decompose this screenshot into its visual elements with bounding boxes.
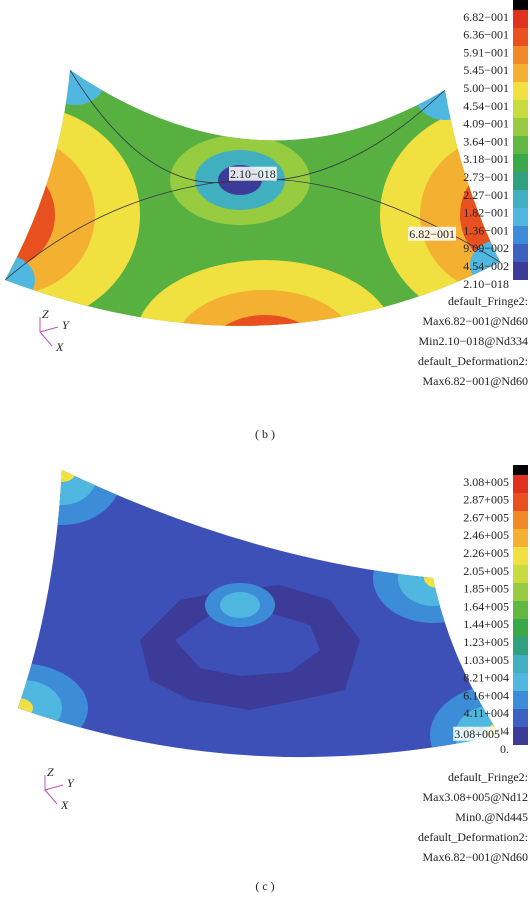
result-info: Max6.82−001@Nd60 — [423, 314, 528, 328]
legend-swatch — [513, 565, 528, 583]
legend-label: 2.87+005 — [463, 493, 509, 507]
legend-swatch — [513, 465, 528, 475]
annotation-box — [453, 726, 501, 741]
legend-label: 2.67+005 — [463, 510, 509, 524]
legend-swatch — [513, 190, 528, 208]
legend-label: 2.26+005 — [463, 546, 509, 560]
node-annotation: 2.10−018 — [230, 167, 276, 181]
legend-swatch — [513, 100, 528, 118]
legend-label: 2.05+005 — [463, 564, 509, 578]
legend-swatch — [513, 46, 528, 64]
result-info: default_Fringe2: — [448, 294, 528, 308]
legend-swatch — [513, 172, 528, 190]
legend-label: 1.23+005 — [463, 635, 509, 649]
legend-swatch — [513, 511, 528, 529]
legend-label: 1.36−001 — [463, 223, 509, 237]
legend-swatch — [513, 226, 528, 244]
legend-label: 3.64−001 — [463, 134, 509, 148]
axis-triad — [44, 775, 64, 805]
legend-label: 0. — [500, 742, 509, 756]
contour-surface-c — [18, 470, 500, 758]
annotation-box — [229, 166, 277, 181]
legend-label: 9.09−002 — [463, 241, 509, 255]
legend-swatch — [513, 28, 528, 46]
result-info: Max3.08+005@Nd12 — [423, 790, 528, 804]
axis-label: X — [55, 340, 64, 354]
legend-label: 1.44+005 — [463, 617, 509, 631]
legend-label: 1.03+005 — [463, 653, 509, 667]
node-annotation: 6.82−001 — [409, 227, 455, 241]
legend-swatch — [513, 655, 528, 673]
legend-label: 6.16+004 — [463, 688, 509, 702]
legend-swatch — [513, 691, 528, 709]
axis-triad — [39, 317, 59, 347]
legend-label: 3.18−001 — [463, 152, 509, 166]
legend-label: 2.10−018 — [463, 277, 509, 291]
result-info: default_Deformation2: — [418, 354, 528, 368]
legend-swatch — [513, 118, 528, 136]
legend-swatch — [513, 154, 528, 172]
legend-swatch — [513, 673, 528, 691]
legend-swatch — [513, 529, 528, 547]
legend-label: 1.85+005 — [463, 582, 509, 596]
legend-label: 4.54−001 — [463, 99, 509, 113]
legend-swatch — [513, 547, 528, 565]
legend-swatch — [513, 601, 528, 619]
legend-swatch — [513, 493, 528, 511]
axis-label: Y — [62, 318, 70, 332]
legend-label: 6.82−001 — [463, 10, 509, 24]
legend-swatch — [513, 82, 528, 100]
result-info: default_Fringe2: — [448, 770, 528, 784]
legend-label: 8.21+004 — [463, 671, 509, 685]
result-info: Max6.82−001@Nd60 — [423, 374, 528, 388]
legend-label: 2.46+005 — [463, 528, 509, 542]
legend-swatch — [513, 475, 528, 493]
legend-swatch — [513, 583, 528, 601]
legend-swatch — [513, 244, 528, 262]
legend-label: 3.08+005 — [463, 475, 509, 489]
result-info: default_Deformation2: — [418, 830, 528, 844]
legend-swatch — [513, 727, 528, 745]
axis-label: X — [60, 798, 69, 812]
legend-swatch — [513, 64, 528, 82]
legend-label: 4.54−002 — [463, 259, 509, 273]
axis-label: Z — [47, 765, 54, 779]
result-info: Min0.@Nd445 — [455, 810, 528, 824]
legend-label: 2.27−001 — [463, 188, 509, 202]
legend-swatch — [513, 10, 528, 28]
legend-swatch — [513, 0, 528, 10]
axis-label: Y — [67, 776, 75, 790]
legend-swatch — [513, 136, 528, 154]
figure-caption: ( b ) — [255, 427, 275, 441]
legend-label: 5.91−001 — [463, 45, 509, 59]
legend-label: 2.73−001 — [463, 170, 509, 184]
annotation-box — [408, 226, 456, 241]
legend-label: 4.11+004 — [464, 706, 509, 720]
result-info: Max6.82−001@Nd60 — [423, 850, 528, 864]
legend-swatch — [513, 208, 528, 226]
legend-swatch — [513, 709, 528, 727]
legend-label: 5.00−001 — [463, 81, 509, 95]
result-info: Min2.10−018@Nd334 — [419, 334, 529, 348]
node-annotation: 3.08+005 — [454, 727, 500, 741]
legend-swatch — [513, 619, 528, 637]
legend-label: 1.82−001 — [463, 206, 509, 220]
legend-swatch — [513, 637, 528, 655]
legend-label: 4.09−001 — [463, 117, 509, 131]
legend-label: 1.64+005 — [463, 599, 509, 613]
legend-swatch — [513, 262, 528, 280]
figure-caption: ( c ) — [255, 879, 274, 893]
axis-label: Z — [42, 307, 49, 321]
legend-label: 5.45−001 — [463, 63, 509, 77]
legend-label: 6.36−001 — [463, 28, 509, 42]
